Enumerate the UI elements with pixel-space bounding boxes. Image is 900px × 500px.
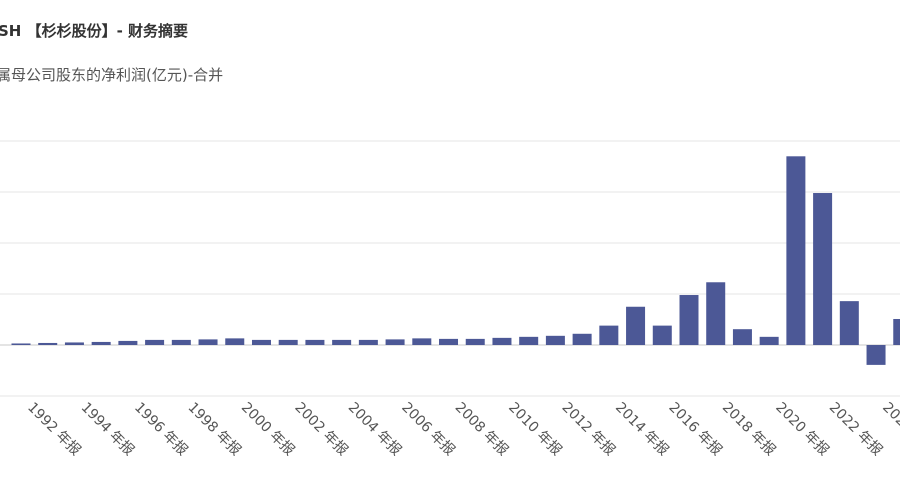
bar[interactable] [11,343,31,345]
bar-series [11,156,900,365]
bar[interactable] [706,282,726,345]
bar[interactable] [64,342,84,345]
x-tick-label: 2012 年报 [559,400,618,459]
x-tick-label: 2006 年报 [398,400,457,459]
bar[interactable] [118,340,138,345]
bar[interactable] [305,339,325,345]
x-tick-label: 2018 年报 [719,400,778,459]
bar[interactable] [545,335,565,345]
grid-lines [0,140,900,397]
bar[interactable] [412,338,432,345]
bar[interactable] [439,338,459,345]
bar[interactable] [866,345,886,365]
bar[interactable] [465,338,485,345]
bar[interactable] [225,338,245,345]
bar[interactable] [198,339,218,345]
x-tick-label: 2000 年报 [238,400,297,459]
x-tick-label: 2016 年报 [665,400,724,459]
bar[interactable] [652,325,672,345]
x-tick-label: 1996 年报 [131,400,190,459]
bar[interactable] [626,306,646,345]
chart-title: SH 【杉杉股份】- 财务摘要 [0,22,189,40]
bar[interactable] [759,336,779,345]
bar[interactable] [492,337,512,345]
bar[interactable] [679,295,699,345]
bar[interactable] [38,342,58,345]
bar[interactable] [893,318,900,345]
bar[interactable] [358,339,378,345]
bar[interactable] [732,329,752,345]
x-tick-label: 2010 年报 [505,400,564,459]
x-tick-label: 2008 年报 [452,400,511,459]
x-tick-label: 1998 年报 [184,400,243,459]
bar[interactable] [813,193,833,345]
bar[interactable] [91,341,111,345]
x-tick-label: 2004 年报 [345,400,404,459]
x-tick-label: 1992 年报 [24,400,83,459]
bar[interactable] [839,301,859,345]
x-tick-label: 2002 年报 [291,400,350,459]
bar[interactable] [332,339,352,345]
x-tick-label: 2020 年报 [772,400,831,459]
bar[interactable] [251,339,271,345]
x-tick-label: 1994 年报 [78,400,137,459]
bar[interactable] [171,339,191,345]
x-tick-label: 2022 年报 [826,400,885,459]
x-tick-label: 2014 年报 [612,400,671,459]
bar[interactable] [385,339,405,345]
bar[interactable] [599,325,619,345]
bar[interactable] [519,336,539,345]
bar[interactable] [572,333,592,345]
chart-subtitle: 属母公司股东的净利润(亿元)-合并 [0,66,224,84]
bar[interactable] [786,156,806,345]
bar[interactable] [278,339,298,345]
bar[interactable] [145,339,165,345]
